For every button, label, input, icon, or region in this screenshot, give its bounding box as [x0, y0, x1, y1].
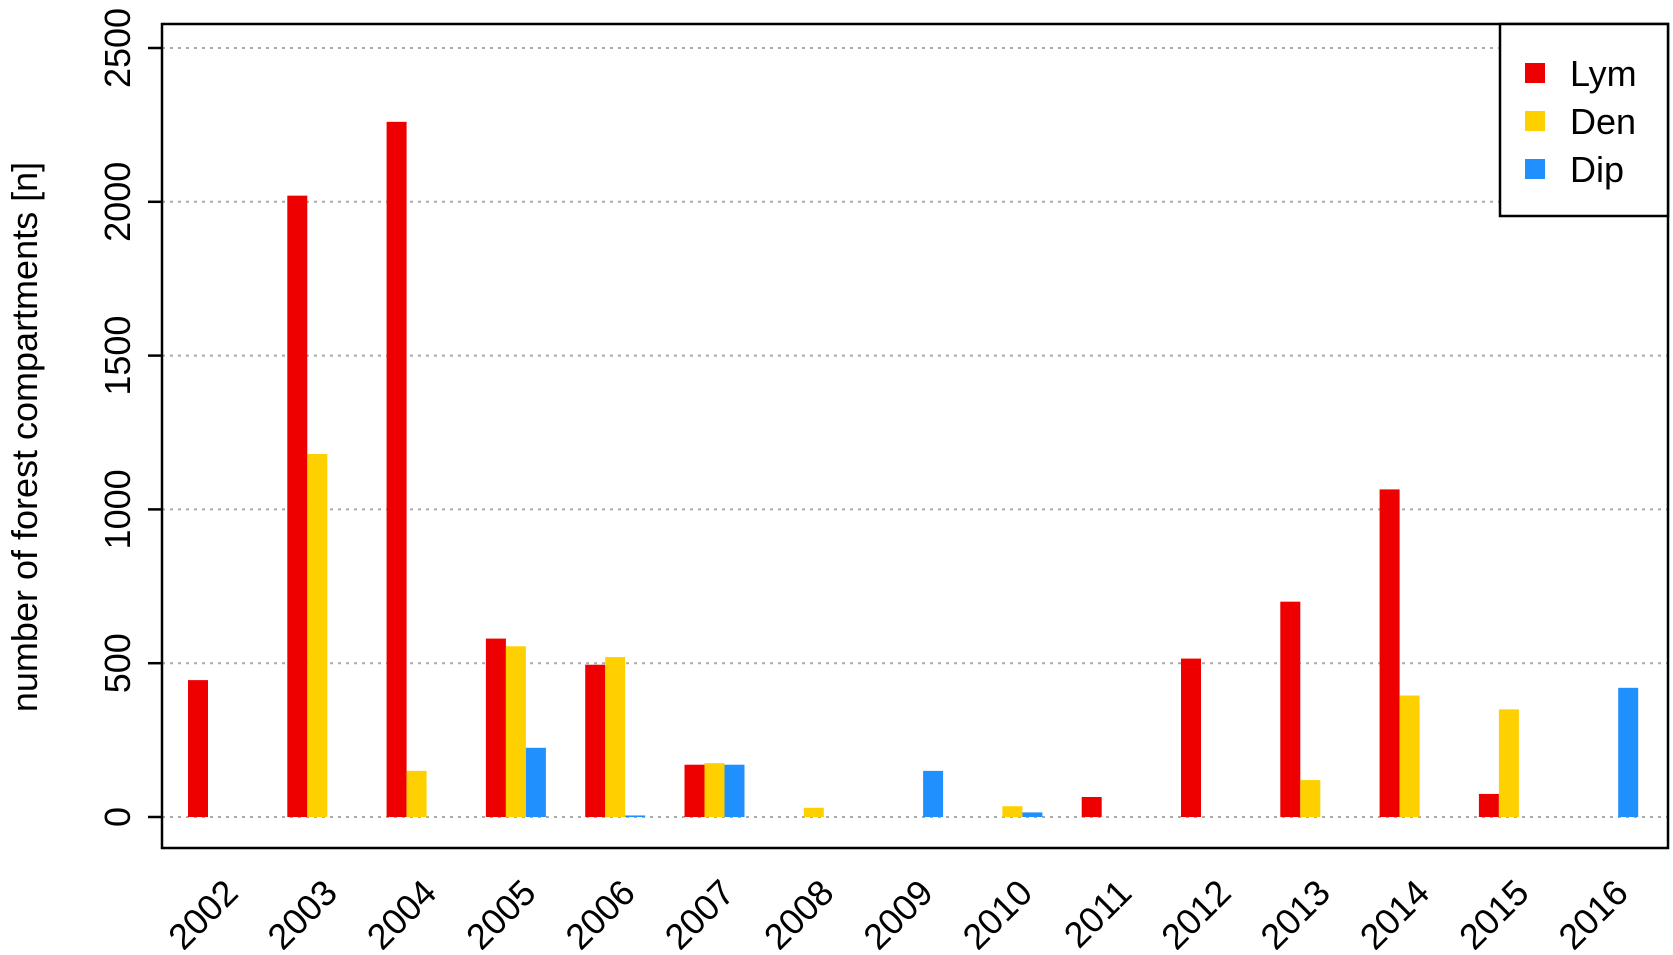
bar-dip-2007: [724, 764, 745, 817]
x-axis: 2002 2003 2004 2005 2006 2007 2008 2009 2010 2011…: [160, 872, 1636, 955]
bar-lym-2015: [1478, 793, 1499, 817]
bar-den-2006: [605, 657, 626, 817]
y-tick-label: 1500: [97, 316, 138, 396]
bar-den-2007: [704, 763, 725, 817]
bar-dip-2009: [923, 770, 944, 817]
x-tick-label: 2006: [557, 872, 643, 950]
x-tick-label: 2016: [1550, 872, 1636, 950]
legend-label-dip: Dip: [1570, 149, 1624, 190]
x-tick-label: 2015: [1451, 872, 1537, 950]
x-tick-label: 2009: [855, 872, 941, 950]
bar-lym-2004: [386, 121, 407, 818]
x-tick-label: 2008: [756, 872, 842, 950]
x-tick-label: 2010: [954, 872, 1040, 950]
x-tick-label: 2005: [458, 872, 544, 950]
gridlines: [162, 47, 1668, 818]
bar-den-2004: [406, 770, 427, 817]
y-axis-label: number of forest compartments [n]: [4, 162, 45, 712]
y-tick-label: 2000: [97, 162, 138, 242]
bars: [188, 121, 1639, 818]
x-tick-label: 2011: [1056, 872, 1140, 950]
x-tick-label: 2007: [657, 872, 743, 950]
bar-den-2015: [1498, 709, 1519, 817]
bar-lym-2002: [188, 680, 208, 817]
bar-dip-2010: [1022, 812, 1043, 817]
bar-lym-2005: [485, 638, 506, 817]
bar-dip-2005: [525, 747, 546, 817]
legend-swatch-lym: [1525, 63, 1545, 83]
bar-lym-2007: [684, 764, 705, 817]
bar-den-2014: [1399, 695, 1420, 817]
bar-lym-2012: [1181, 658, 1201, 817]
legend-label-lym: Lym: [1570, 53, 1637, 94]
x-tick-label: 2014: [1352, 872, 1438, 950]
x-tick-label: 2004: [359, 872, 445, 950]
y-tick-label: 500: [97, 633, 138, 693]
bar-lym-2013: [1280, 601, 1301, 817]
bar-den-2010: [1002, 806, 1023, 817]
bar-lym-2014: [1379, 489, 1400, 817]
bar-den-2005: [505, 646, 526, 817]
legend-swatch-dip: [1525, 159, 1545, 179]
x-tick-label: 2002: [160, 872, 246, 950]
bar-den-2008: [803, 807, 824, 817]
y-axis: 0 500 1000 1500 2000 2500: [97, 8, 162, 827]
bar-lym-2006: [585, 664, 606, 817]
y-tick-label: 0: [97, 807, 138, 827]
legend-swatch-den: [1525, 111, 1545, 131]
bar-lym-2003: [287, 195, 308, 817]
bar-den-2003: [307, 454, 328, 817]
y-tick-label: 1000: [97, 469, 138, 549]
bar-dip-2006: [625, 815, 646, 817]
y-tick-label: 2500: [97, 8, 138, 88]
x-tick-label: 2012: [1153, 872, 1239, 950]
bar-den-2013: [1300, 780, 1321, 817]
x-tick-label: 2013: [1252, 872, 1338, 950]
bar-lym-2011: [1081, 797, 1102, 817]
x-tick-label: 2003: [259, 872, 345, 950]
legend-label-den: Den: [1570, 101, 1636, 142]
legend: Lym Den Dip: [1498, 22, 1670, 218]
bar-dip-2016: [1618, 687, 1639, 817]
plot-frame: [160, 22, 1670, 850]
